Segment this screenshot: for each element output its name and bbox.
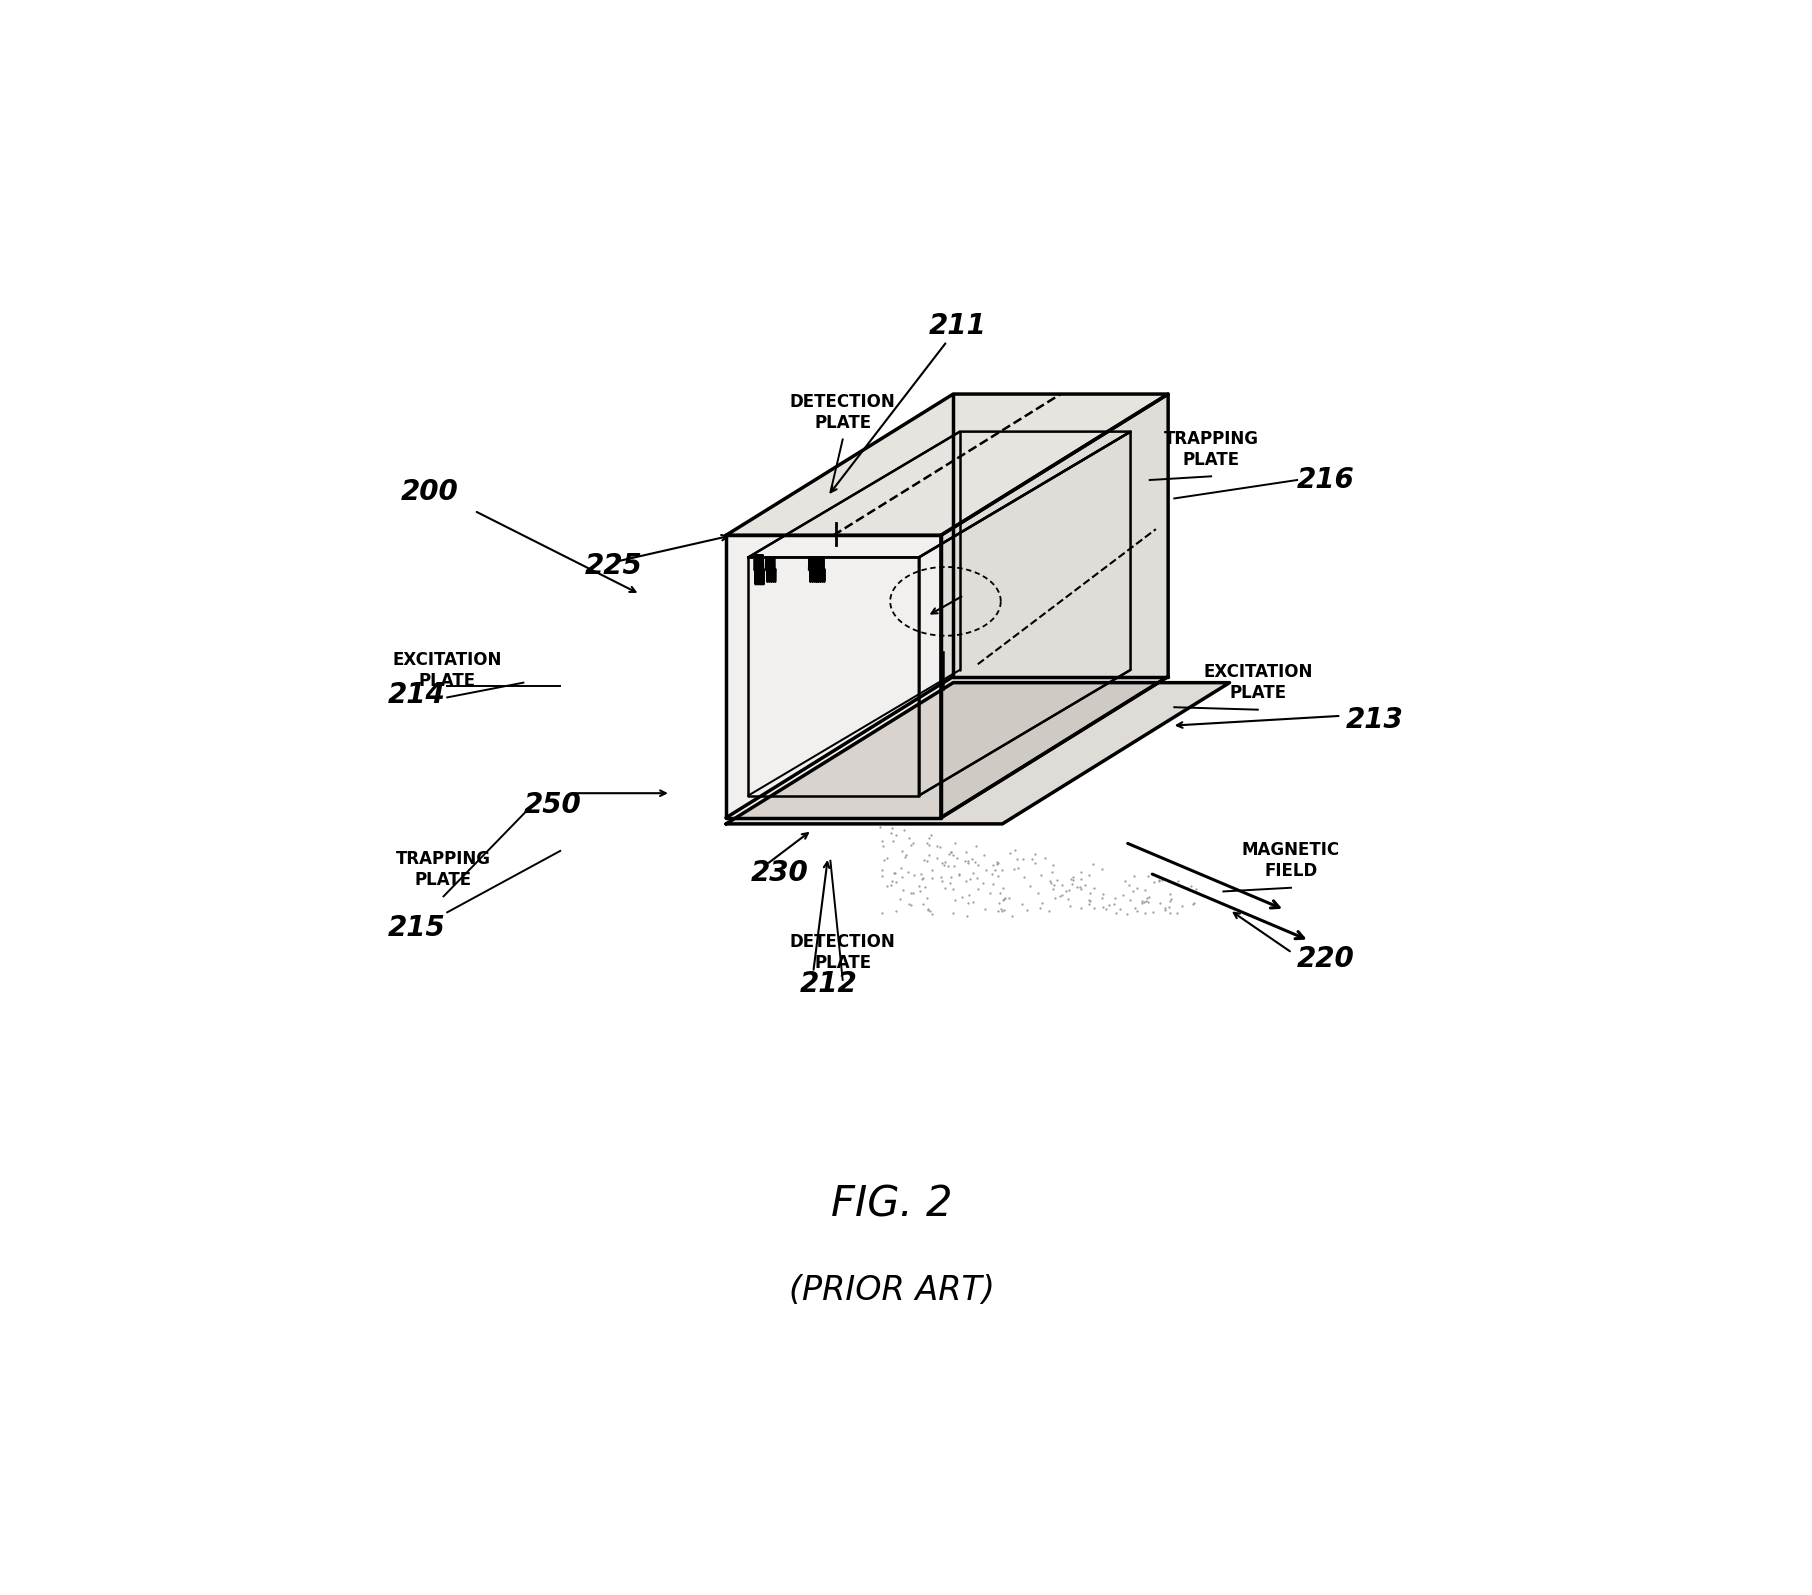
Text: TRAPPING
PLATE: TRAPPING PLATE — [1163, 431, 1259, 469]
Polygon shape — [727, 683, 1230, 825]
Text: EXCITATION
PLATE: EXCITATION PLATE — [1203, 664, 1312, 702]
Text: DETECTION
PLATE: DETECTION PLATE — [790, 392, 895, 432]
Text: 213: 213 — [1346, 705, 1404, 734]
Text: 215: 215 — [388, 914, 446, 943]
Text: 230: 230 — [750, 860, 808, 887]
Polygon shape — [727, 536, 940, 818]
Text: 225: 225 — [585, 552, 643, 581]
Text: (PRIOR ART): (PRIOR ART) — [788, 1274, 995, 1306]
Text: 250: 250 — [524, 791, 582, 820]
Text: 216: 216 — [1297, 466, 1355, 494]
Text: FIG. 2: FIG. 2 — [832, 1183, 953, 1225]
Text: 212: 212 — [799, 970, 857, 997]
Text: 214: 214 — [388, 681, 446, 708]
Polygon shape — [727, 394, 1169, 536]
Polygon shape — [940, 394, 1169, 818]
Text: 200: 200 — [400, 478, 458, 506]
Text: MAGNETIC
FIELD: MAGNETIC FIELD — [1241, 841, 1341, 880]
Text: 211: 211 — [930, 313, 986, 340]
Text: EXCITATION
PLATE: EXCITATION PLATE — [393, 651, 502, 689]
Text: TRAPPING
PLATE: TRAPPING PLATE — [397, 850, 491, 888]
Text: DETECTION
PLATE: DETECTION PLATE — [790, 933, 895, 973]
Text: 220: 220 — [1297, 944, 1355, 973]
